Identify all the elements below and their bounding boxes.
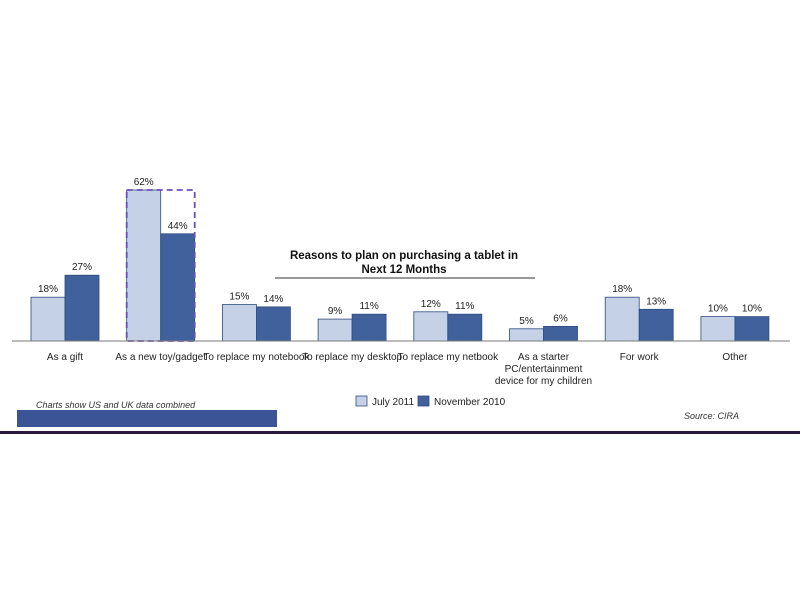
footnote-text: Charts show US and UK data combined: [36, 400, 196, 410]
bar-as-a-gift-july-2011: [30, 296, 66, 342]
bar-other-july-2011: [700, 316, 736, 342]
category-label-to-replace-my-desktop: To replace my desktop: [302, 352, 402, 363]
legend-swatch-november-2010: [417, 395, 430, 407]
value-label-for-work-july-2011: 18%: [612, 284, 632, 295]
legend-label-november-2010: November 2010: [434, 397, 506, 408]
category-label-as-a-starter-pc-entertainment-device-for-my-children-line3: device for my children: [495, 376, 592, 387]
category-label-as-a-gift: As a gift: [47, 352, 83, 363]
bar-to-replace-my-desktop-november-2010: [351, 313, 387, 342]
category-label-as-a-starter-pc-entertainment-device-for-my-children-line1: As a starter: [518, 352, 570, 363]
category-label-for-work: For work: [620, 352, 660, 363]
bar-as-a-starter-pc-entertainment-device-for-my-children-november-2010: [543, 325, 578, 342]
bar-as-a-starter-pc-entertainment-device-for-my-children-july-2011: [509, 328, 544, 342]
legend-label-july-2011: July 2011: [372, 397, 415, 408]
bar-as-a-new-toy-gadget-july-2011: [126, 189, 162, 342]
value-label-to-replace-my-desktop-july-2011: 9%: [328, 306, 343, 317]
value-label-other-july-2011: 10%: [708, 304, 728, 315]
bar-to-replace-my-netbook-november-2010: [447, 313, 483, 342]
value-label-as-a-new-toy-gadget-july-2011: 62%: [134, 177, 154, 188]
bar-to-replace-my-notebook-november-2010: [255, 306, 291, 342]
bottom-rule: [0, 431, 800, 434]
value-label-as-a-gift-november-2010: 27%: [72, 262, 92, 273]
source-text: Source: CIRA: [684, 411, 739, 421]
value-label-as-a-gift-july-2011: 18%: [38, 284, 58, 295]
value-label-other-november-2010: 10%: [742, 304, 762, 315]
legend: July 2011 November 2010: [355, 395, 506, 408]
value-label-to-replace-my-notebook-july-2011: 15%: [229, 292, 249, 303]
bar-as-a-gift-november-2010: [64, 274, 100, 342]
chart-title-line1: Reasons to plan on purchasing a tablet i…: [290, 250, 518, 262]
value-label-for-work-november-2010: 13%: [646, 296, 666, 307]
legend-swatch-july-2011: [355, 395, 368, 407]
bar-to-replace-my-notebook-july-2011: [221, 304, 257, 342]
bar-for-work-july-2011: [604, 296, 640, 342]
value-label-to-replace-my-desktop-november-2010: 11%: [359, 301, 378, 312]
value-label-to-replace-my-netbook-november-2010: 11%: [455, 301, 474, 312]
category-label-other: Other: [722, 352, 748, 363]
footnote-bar: [17, 410, 277, 427]
bar-other-november-2010: [734, 316, 770, 342]
value-label-to-replace-my-netbook-july-2011: 12%: [421, 299, 441, 310]
value-label-to-replace-my-notebook-november-2010: 14%: [263, 294, 283, 305]
chart-title-line2: Next 12 Months: [362, 264, 447, 276]
value-label-as-a-starter-pc-entertainment-device-for-my-children-july-2011: 5%: [519, 316, 534, 327]
category-label-to-replace-my-notebook: To replace my notebook: [203, 352, 310, 363]
category-label-as-a-starter-pc-entertainment-device-for-my-children-line2: PC/entertainment: [505, 364, 583, 375]
bar-as-a-new-toy-gadget-november-2010: [160, 233, 196, 342]
bar-for-work-november-2010: [638, 308, 674, 342]
bar-to-replace-my-desktop-july-2011: [317, 318, 353, 342]
value-label-as-a-starter-pc-entertainment-device-for-my-children-november-2010: 6%: [553, 313, 568, 324]
bar-to-replace-my-netbook-july-2011: [413, 311, 449, 342]
category-label-as-a-new-toy-gadget: As a new toy/gadget: [115, 352, 206, 363]
value-label-as-a-new-toy-gadget-november-2010: 44%: [168, 221, 188, 232]
category-label-to-replace-my-netbook: To replace my netbook: [397, 352, 499, 363]
value-labels-layer: 18% 27% 62% 44% 15% 14% 9% 11% 12% 11% 5% 6% 18% 13% 1…: [38, 177, 762, 327]
